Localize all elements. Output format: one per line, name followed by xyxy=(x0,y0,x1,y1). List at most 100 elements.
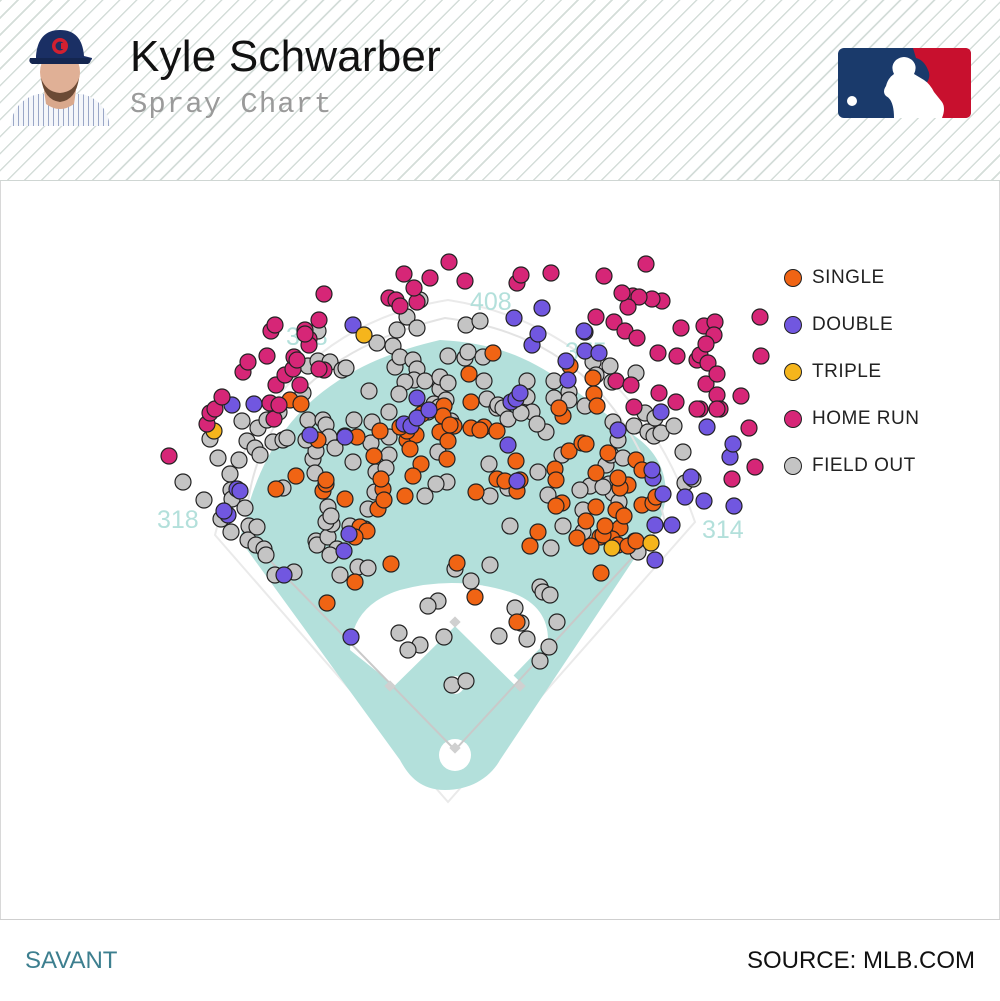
marker-double xyxy=(275,566,293,584)
marker-double xyxy=(652,403,670,421)
marker-field-out xyxy=(665,417,683,435)
marker-double xyxy=(245,395,263,413)
marker-home-run xyxy=(613,284,631,302)
legend-label-triple: TRIPLE xyxy=(812,360,882,382)
marker-single xyxy=(267,480,285,498)
marker-field-out xyxy=(457,672,475,690)
marker-home-run xyxy=(542,264,560,282)
marker-field-out xyxy=(439,374,457,392)
marker-field-out xyxy=(652,424,670,442)
distance-label-right-field: 314 xyxy=(702,516,744,544)
marker-single xyxy=(439,432,457,450)
marker-double xyxy=(557,352,575,370)
batted-ball-markers xyxy=(160,253,770,694)
marker-home-run xyxy=(605,313,623,331)
marker-home-run xyxy=(310,311,328,329)
page-subtitle: Spray Chart xyxy=(130,88,333,121)
marker-home-run xyxy=(440,253,458,271)
marker-home-run xyxy=(667,393,685,411)
marker-field-out xyxy=(359,559,377,577)
marker-home-run xyxy=(746,458,764,476)
marker-double xyxy=(533,299,551,317)
marker-double xyxy=(508,472,526,490)
legend-swatch-single xyxy=(784,268,802,287)
marker-home-run xyxy=(697,335,715,353)
marker-single xyxy=(615,507,633,525)
marker-single xyxy=(396,487,414,505)
marker-single xyxy=(467,483,485,501)
marker-home-run xyxy=(405,279,423,297)
marker-single xyxy=(441,416,459,434)
marker-single xyxy=(529,523,547,541)
marker-single xyxy=(560,442,578,460)
marker-field-out xyxy=(399,641,417,659)
marker-home-run xyxy=(628,329,646,347)
marker-home-run xyxy=(291,376,309,394)
marker-single xyxy=(582,537,600,555)
marker-single xyxy=(317,471,335,489)
marker-field-out xyxy=(221,465,239,483)
marker-triple xyxy=(603,539,621,557)
marker-home-run xyxy=(740,419,758,437)
marker-home-run xyxy=(421,269,439,287)
marker-single xyxy=(521,537,539,555)
marker-home-run xyxy=(637,255,655,273)
marker-single xyxy=(318,594,336,612)
third-base xyxy=(384,680,396,692)
marker-field-out xyxy=(390,624,408,642)
marker-field-out xyxy=(571,481,589,499)
marker-field-out xyxy=(528,415,546,433)
marker-home-run xyxy=(751,308,769,326)
marker-field-out xyxy=(174,473,192,491)
marker-single xyxy=(599,444,617,462)
marker-double xyxy=(575,322,593,340)
right-foul-line xyxy=(454,521,666,751)
marker-single xyxy=(484,344,502,362)
marker-field-out xyxy=(416,487,434,505)
marker-home-run xyxy=(625,398,643,416)
legend-label-home-run: HOME RUN xyxy=(812,407,920,429)
marker-field-out xyxy=(490,627,508,645)
home-plate-area xyxy=(439,739,471,771)
marker-single xyxy=(568,529,586,547)
marker-field-out xyxy=(257,546,275,564)
marker-home-run xyxy=(391,297,409,315)
marker-double xyxy=(643,461,661,479)
marker-home-run xyxy=(699,354,717,372)
marker-single xyxy=(627,532,645,550)
marker-field-out xyxy=(337,359,355,377)
marker-single xyxy=(404,467,422,485)
marker-home-run xyxy=(288,351,306,369)
marker-double xyxy=(215,502,233,520)
marker-home-run xyxy=(723,470,741,488)
marker-field-out xyxy=(427,475,445,493)
marker-single xyxy=(587,498,605,516)
marker-double xyxy=(344,316,362,334)
legend-item-triple: TRIPLE xyxy=(784,348,984,395)
marker-field-out xyxy=(481,556,499,574)
marker-single xyxy=(550,399,568,417)
marker-double xyxy=(725,497,743,515)
marker-home-run xyxy=(732,387,750,405)
marker-single xyxy=(365,447,383,465)
marker-double xyxy=(342,628,360,646)
marker-field-out xyxy=(594,478,612,496)
marker-triple xyxy=(642,534,660,552)
marker-home-run xyxy=(160,447,178,465)
legend-label-double: DOUBLE xyxy=(812,313,894,335)
marker-single xyxy=(401,440,419,458)
marker-field-out xyxy=(471,312,489,330)
marker-single xyxy=(592,564,610,582)
marker-field-out xyxy=(388,321,406,339)
marker-home-run xyxy=(708,365,726,383)
marker-double xyxy=(676,488,694,506)
marker-home-run xyxy=(266,316,284,334)
marker-field-out xyxy=(462,572,480,590)
legend-item-double: DOUBLE xyxy=(784,301,984,348)
marker-single xyxy=(346,573,364,591)
marker-field-out xyxy=(278,429,296,447)
marker-single xyxy=(488,422,506,440)
marker-double xyxy=(695,492,713,510)
marker-double xyxy=(576,342,594,360)
marker-single xyxy=(382,555,400,573)
